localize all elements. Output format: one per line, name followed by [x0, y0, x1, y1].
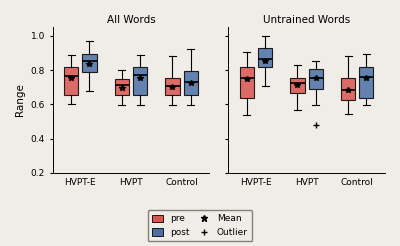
PathPatch shape	[309, 69, 323, 89]
Title: All Words: All Words	[106, 15, 155, 25]
PathPatch shape	[115, 79, 129, 95]
PathPatch shape	[184, 71, 198, 95]
PathPatch shape	[133, 67, 147, 95]
Legend: pre, post, Mean, Outlier: pre, post, Mean, Outlier	[148, 210, 252, 242]
PathPatch shape	[341, 78, 355, 100]
PathPatch shape	[359, 67, 373, 98]
PathPatch shape	[165, 78, 180, 95]
PathPatch shape	[258, 48, 272, 67]
PathPatch shape	[64, 67, 78, 95]
Title: Untrained Words: Untrained Words	[263, 15, 350, 25]
PathPatch shape	[82, 54, 96, 72]
PathPatch shape	[240, 67, 254, 98]
PathPatch shape	[290, 78, 304, 93]
Y-axis label: Range: Range	[15, 84, 25, 116]
